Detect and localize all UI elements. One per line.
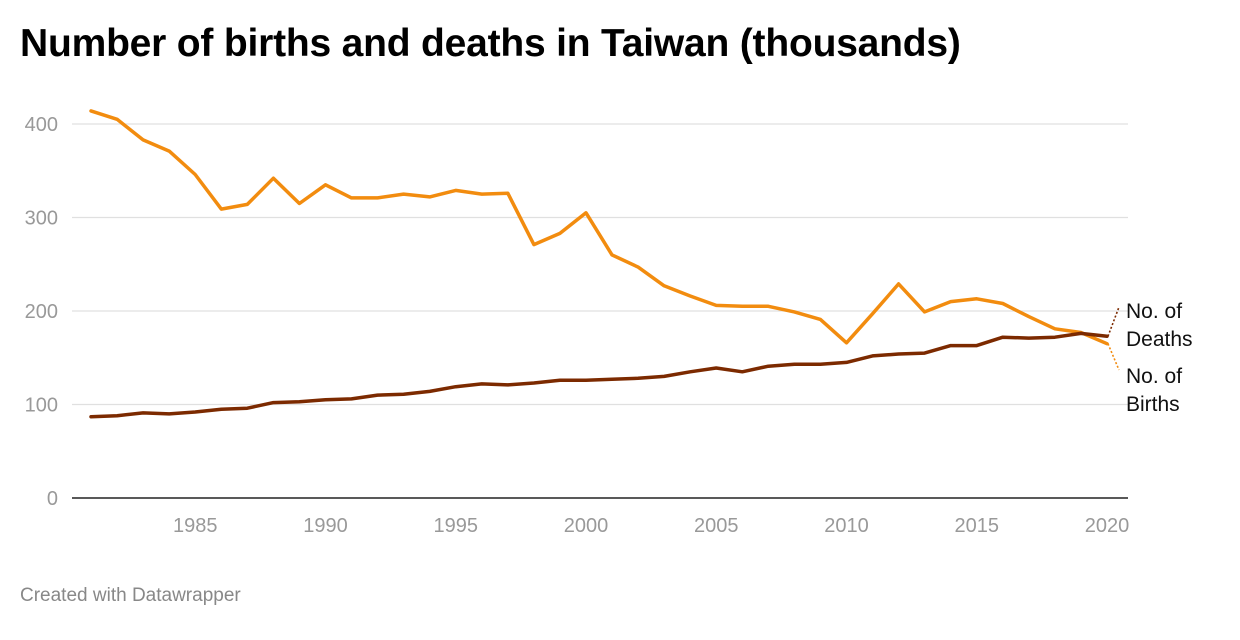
y-tick-label-300: 300 bbox=[25, 208, 58, 230]
series-label-no-of-births: No. of Births bbox=[1126, 365, 1182, 416]
x-tick-label-1995: 1995 bbox=[433, 515, 478, 537]
series-lines bbox=[89, 109, 1109, 419]
y-axis-ticks: 0 100 200 300 400 bbox=[25, 114, 58, 510]
leader-line-no-of-deaths bbox=[1107, 306, 1120, 337]
y-tick-label-200: 200 bbox=[25, 301, 58, 323]
series-line-no-of-births bbox=[89, 109, 1109, 346]
y-tick-label-400: 400 bbox=[25, 114, 58, 136]
series-label-line: No. of bbox=[1126, 300, 1182, 323]
x-tick-label-2020: 2020 bbox=[1085, 515, 1130, 537]
x-tick-label-2015: 2015 bbox=[954, 515, 999, 537]
gridlines bbox=[72, 123, 1128, 406]
x-axis-ticks: 1985 1990 1995 2000 2005 2010 2015 2020 bbox=[173, 515, 1129, 537]
x-tick-label-2005: 2005 bbox=[694, 515, 739, 537]
y-tick-label-0: 0 bbox=[47, 488, 58, 510]
leader-line-no-of-births bbox=[1107, 343, 1120, 371]
x-tick-label-1990: 1990 bbox=[303, 515, 348, 537]
series-label-line: Deaths bbox=[1126, 328, 1193, 351]
series-label-line: Births bbox=[1126, 393, 1180, 416]
footer-credit: Created with Datawrapper bbox=[20, 585, 241, 606]
x-tick-label-2000: 2000 bbox=[564, 515, 609, 537]
series-line-no-of-deaths bbox=[89, 331, 1109, 419]
x-tick-label-1985: 1985 bbox=[173, 515, 218, 537]
x-tick-label-2010: 2010 bbox=[824, 515, 869, 537]
series-labels: No. of Births No. of Deaths bbox=[1107, 300, 1193, 416]
series-label-line: No. of bbox=[1126, 365, 1182, 388]
series-label-no-of-deaths: No. of Deaths bbox=[1126, 300, 1193, 351]
chart-title: Number of births and deaths in Taiwan (t… bbox=[20, 22, 961, 65]
y-tick-label-100: 100 bbox=[25, 395, 58, 417]
